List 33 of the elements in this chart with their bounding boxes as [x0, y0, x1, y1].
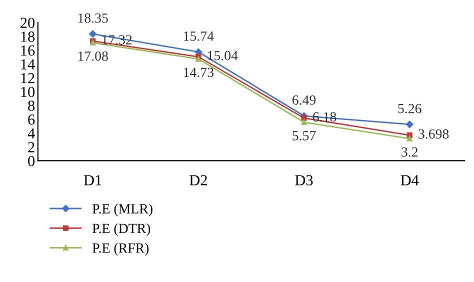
point — [406, 136, 412, 142]
x-tick-label: D3 — [295, 175, 313, 186]
data-label: 15.74 — [184, 32, 214, 41]
point — [301, 119, 307, 126]
x-tick-label: D2 — [190, 175, 207, 186]
y-tick-label: 12 — [21, 73, 34, 84]
data-label: 14.73 — [184, 68, 214, 78]
x-tick-label: D4 — [400, 175, 419, 186]
legend-label: P.E (DTR) — [92, 223, 150, 236]
y-tick-label: 20 — [20, 18, 35, 28]
y-tick-label: 8 — [28, 100, 35, 111]
point — [89, 30, 96, 38]
data-label: 18.35 — [78, 13, 108, 23]
y-tick-label: 18 — [21, 32, 35, 42]
data-label: 5.26 — [398, 104, 422, 114]
x-tick-label: D1 — [84, 175, 102, 186]
point — [406, 120, 414, 128]
y-tick-label: 4 — [28, 128, 35, 138]
y-tick-label: 16 — [21, 45, 35, 56]
point — [301, 115, 307, 121]
data-label: 5.57 — [292, 131, 316, 140]
data-label: 6.49 — [292, 95, 316, 105]
y-tick-label: 2 — [28, 142, 34, 152]
y-tick-label: 10 — [21, 86, 35, 98]
data-label: 17.08 — [78, 51, 108, 61]
legend-label: P.E (MLR) — [92, 204, 152, 216]
data-label: 3.2 — [402, 147, 418, 157]
data-label: 3.698 — [418, 129, 449, 139]
legend-label: P.E (RFR) — [92, 242, 149, 256]
y-tick-label: 6 — [28, 114, 35, 125]
y-tick-label: 14 — [21, 59, 35, 70]
y-tick-label: 0 — [28, 156, 35, 166]
data-label: 15.04 — [208, 50, 238, 60]
